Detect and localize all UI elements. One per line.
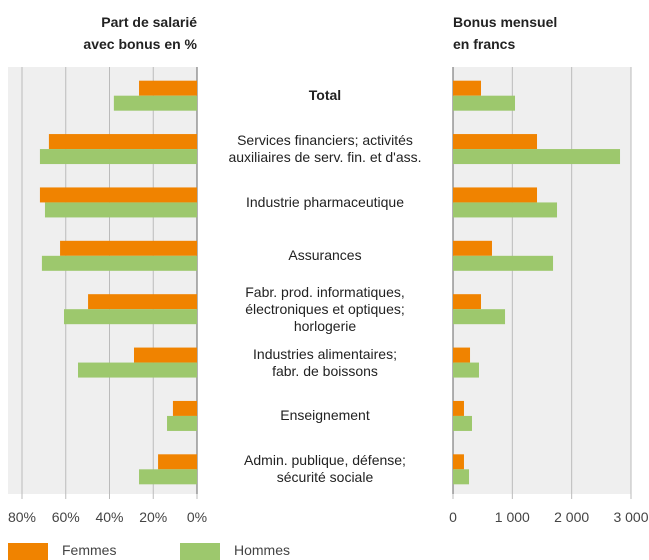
bar bbox=[48, 134, 197, 150]
x-tick-label: 2 000 bbox=[554, 509, 590, 525]
x-tick-label: 40% bbox=[95, 509, 124, 525]
legend-swatch bbox=[180, 543, 220, 560]
bar bbox=[60, 240, 197, 256]
bar bbox=[167, 415, 197, 431]
x-tick-label: 80% bbox=[7, 509, 37, 525]
bar bbox=[453, 362, 479, 378]
legend-label: Femmes bbox=[62, 542, 117, 558]
bar bbox=[134, 347, 197, 363]
legend-label: Hommes bbox=[234, 542, 291, 558]
bar bbox=[139, 469, 197, 485]
bar bbox=[453, 80, 482, 96]
x-tick-label: 0 bbox=[449, 509, 457, 525]
bar bbox=[39, 149, 197, 165]
bar bbox=[453, 95, 516, 111]
category-label: Admin. publique, défense; sécurité socia… bbox=[244, 452, 406, 486]
category-label: Enseignement bbox=[280, 407, 370, 424]
bar bbox=[78, 362, 197, 378]
bar bbox=[113, 95, 197, 111]
bar bbox=[453, 187, 538, 203]
bar bbox=[172, 400, 197, 416]
bar bbox=[453, 347, 471, 363]
category-label: Services financiers; activités auxiliair… bbox=[228, 132, 422, 166]
x-tick-label: 1 000 bbox=[494, 509, 530, 525]
bar bbox=[41, 255, 197, 271]
bar bbox=[453, 149, 621, 165]
category-label: Total bbox=[308, 87, 342, 104]
x-tick-label: 20% bbox=[139, 509, 168, 525]
category-label: Industries alimentaires; fabr. de boisso… bbox=[253, 345, 397, 379]
bar bbox=[158, 454, 197, 470]
x-tick-label: 0% bbox=[186, 509, 208, 525]
panel-background bbox=[453, 67, 631, 494]
bar bbox=[453, 294, 482, 310]
bar bbox=[453, 309, 506, 325]
panel-title: Part de salarié avec bonus en % bbox=[83, 14, 197, 52]
bar bbox=[453, 454, 464, 470]
x-tick-label: 3 000 bbox=[613, 509, 649, 525]
bar bbox=[44, 202, 197, 218]
bar bbox=[453, 134, 538, 150]
bar bbox=[88, 294, 197, 310]
bar bbox=[64, 309, 197, 325]
category-label: Industrie pharmaceutique bbox=[246, 193, 404, 210]
bar bbox=[453, 255, 554, 271]
bar bbox=[453, 202, 558, 218]
category-label: Assurances bbox=[288, 247, 362, 264]
bar bbox=[453, 415, 472, 431]
bar bbox=[39, 187, 197, 203]
category-label: Fabr. prod. informatiques, électroniques… bbox=[245, 283, 405, 334]
x-tick-label: 60% bbox=[51, 509, 80, 525]
bar bbox=[453, 240, 492, 256]
legend-swatch bbox=[8, 543, 48, 560]
bar bbox=[139, 80, 197, 96]
bar bbox=[453, 469, 470, 485]
bar bbox=[453, 400, 464, 416]
panel-title: Bonus mensuel en francs bbox=[453, 14, 558, 52]
